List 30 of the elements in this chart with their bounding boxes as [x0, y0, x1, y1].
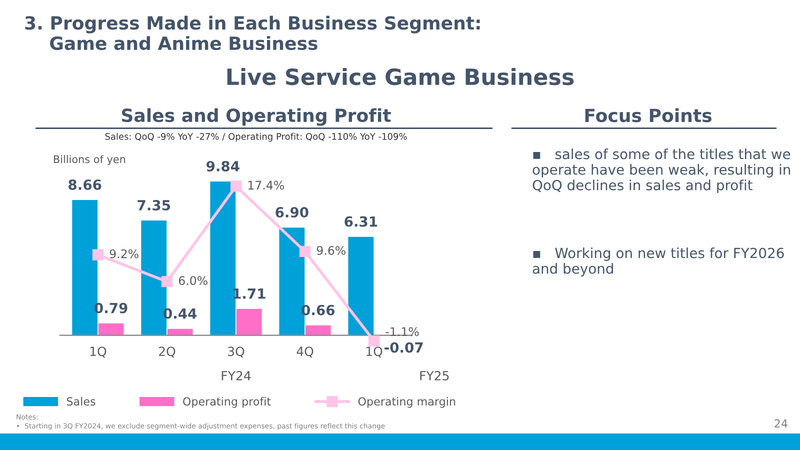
- x-tick-label: 3Q: [228, 346, 244, 358]
- text: FY25: [420, 370, 449, 380]
- text: ▪ Working on new titles for FY2026 and beyond: [532, 248, 784, 276]
- data-label: 7.35: [138, 200, 170, 210]
- chart-title: Live Service Game Business: [227, 68, 574, 86]
- data-label: 8.66: [68, 179, 102, 190]
- text: 24: [774, 419, 788, 428]
- data-label: -1.1%: [386, 327, 419, 336]
- x-tick-label: 1Q: [90, 346, 106, 358]
- x-tick-label: 2Q: [159, 346, 176, 358]
- text: ▪ sales of some of the titles that we operate have been weak, resulting in QoQ declines in sales and profit: [532, 148, 790, 194]
- data-label: 6.0%: [178, 276, 208, 286]
- legend-label: Operating margin: [358, 397, 456, 408]
- data-label: -0.07: [384, 342, 423, 353]
- text: 3. Progress Made in Each Business Segment: Game and Anime Business: [25, 16, 480, 50]
- x-tick-label: 4Q: [296, 346, 314, 358]
- text: Focus Points: [585, 108, 712, 122]
- chart-subtitle: Sales and Operating Profit: [122, 108, 391, 126]
- data-label: 17.4%: [248, 180, 284, 190]
- data-label: 9.84: [206, 160, 240, 172]
- text: Sales: QoQ -9% YoY -27% / Operating Profit: QoQ -110% YoY -109%: [105, 132, 407, 142]
- data-label: 6.90: [276, 207, 308, 218]
- data-label: 6.31: [344, 216, 378, 227]
- x-tick-label: 1Q: [366, 346, 382, 358]
- legend-label: Operating profit: [183, 397, 271, 408]
- data-label: 9.2%: [110, 249, 138, 258]
- text: FY24: [222, 370, 251, 380]
- data-label: 9.6%: [316, 246, 346, 255]
- legend-label: Sales: [66, 397, 96, 406]
- y-axis-title: Billions of yen: [54, 155, 126, 166]
